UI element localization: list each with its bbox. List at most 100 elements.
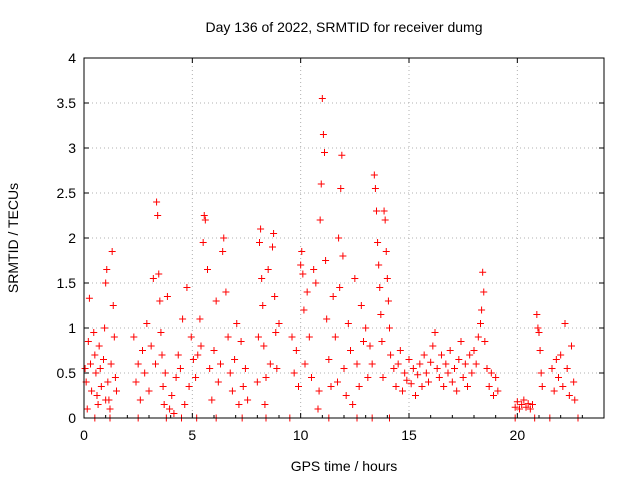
data-point (526, 405, 534, 413)
data-point (321, 149, 328, 156)
data-point (237, 338, 245, 345)
data-point (197, 342, 205, 350)
data-point (425, 378, 432, 386)
y-tick-label: 4 (68, 50, 76, 66)
data-point (214, 378, 222, 386)
data-point (145, 387, 153, 395)
data-point (384, 297, 392, 305)
data-point (222, 288, 230, 296)
data-point (412, 392, 419, 399)
data-point (409, 365, 417, 372)
data-point (93, 392, 101, 399)
data-point (331, 333, 339, 341)
x-tick-label: 5 (188, 427, 196, 443)
data-point (314, 405, 322, 413)
data-point (310, 266, 318, 273)
data-point (338, 151, 346, 159)
data-point (153, 198, 161, 206)
data-point (316, 216, 324, 224)
data-point (113, 387, 120, 395)
data-point (366, 342, 374, 350)
data-point (380, 207, 388, 215)
chart-title: Day 136 of 2022, SRMTID for receiver dum… (205, 19, 482, 35)
data-point (323, 315, 331, 323)
data-point (485, 383, 493, 390)
data-point (555, 374, 562, 381)
data-point (548, 365, 556, 372)
data-point (303, 288, 311, 296)
data-point (407, 380, 415, 388)
data-point (516, 405, 523, 413)
data-point (557, 351, 565, 359)
data-point (336, 284, 344, 291)
data-point (219, 248, 227, 255)
data-point (511, 403, 519, 411)
data-point (568, 342, 575, 350)
data-point (163, 293, 171, 300)
data-point (429, 342, 437, 350)
data-point (166, 405, 174, 413)
data-point (416, 360, 424, 368)
data-point (418, 383, 426, 390)
data-point (96, 365, 104, 372)
x-axis-label: GPS time / hours (291, 458, 398, 474)
data-point (258, 275, 266, 282)
data-point (392, 383, 400, 390)
data-point (83, 405, 91, 413)
data-point (375, 261, 383, 269)
data-point (399, 387, 406, 395)
data-point (563, 365, 571, 372)
data-point (481, 338, 489, 345)
data-point (349, 401, 357, 408)
x-tick-label: 15 (401, 427, 417, 443)
data-point (174, 351, 182, 359)
data-point (235, 401, 243, 408)
data-point (483, 365, 491, 372)
data-point (136, 396, 144, 404)
data-point (342, 392, 350, 399)
data-point (435, 374, 443, 381)
data-point (461, 360, 469, 368)
data-point (477, 320, 484, 327)
data-point (271, 293, 279, 300)
data-point (457, 338, 465, 345)
data-point (357, 302, 365, 309)
data-point (84, 338, 92, 345)
data-point (371, 185, 379, 192)
data-point (244, 396, 252, 404)
data-point (468, 369, 476, 377)
data-point (189, 356, 197, 363)
data-point (472, 360, 480, 368)
data-point (520, 396, 528, 404)
data-point (370, 171, 378, 179)
data-point (401, 369, 409, 377)
data-point (196, 315, 204, 323)
data-point (101, 324, 109, 332)
grid-lines (84, 58, 604, 418)
data-point (102, 279, 110, 287)
data-point (183, 284, 191, 291)
data-point (335, 234, 343, 242)
data-point (154, 212, 162, 219)
data-point (327, 383, 335, 390)
data-point (275, 320, 283, 327)
data-point (297, 261, 305, 269)
data-point (217, 360, 224, 368)
data-point (185, 383, 193, 390)
x-tick-label: 20 (510, 427, 526, 443)
data-point (87, 360, 94, 368)
data-point (254, 333, 262, 341)
data-point (212, 297, 220, 305)
data-point (374, 239, 382, 246)
data-point (300, 306, 308, 314)
y-tick-label: 1.5 (57, 275, 77, 291)
data-point (157, 329, 165, 336)
data-point (448, 378, 456, 386)
data-point (312, 279, 320, 287)
y-tick-label: 3.5 (57, 95, 77, 111)
data-point (299, 270, 307, 278)
data-point (479, 268, 487, 276)
data-point (451, 365, 458, 372)
data-point (295, 383, 302, 390)
data-point (470, 347, 478, 354)
